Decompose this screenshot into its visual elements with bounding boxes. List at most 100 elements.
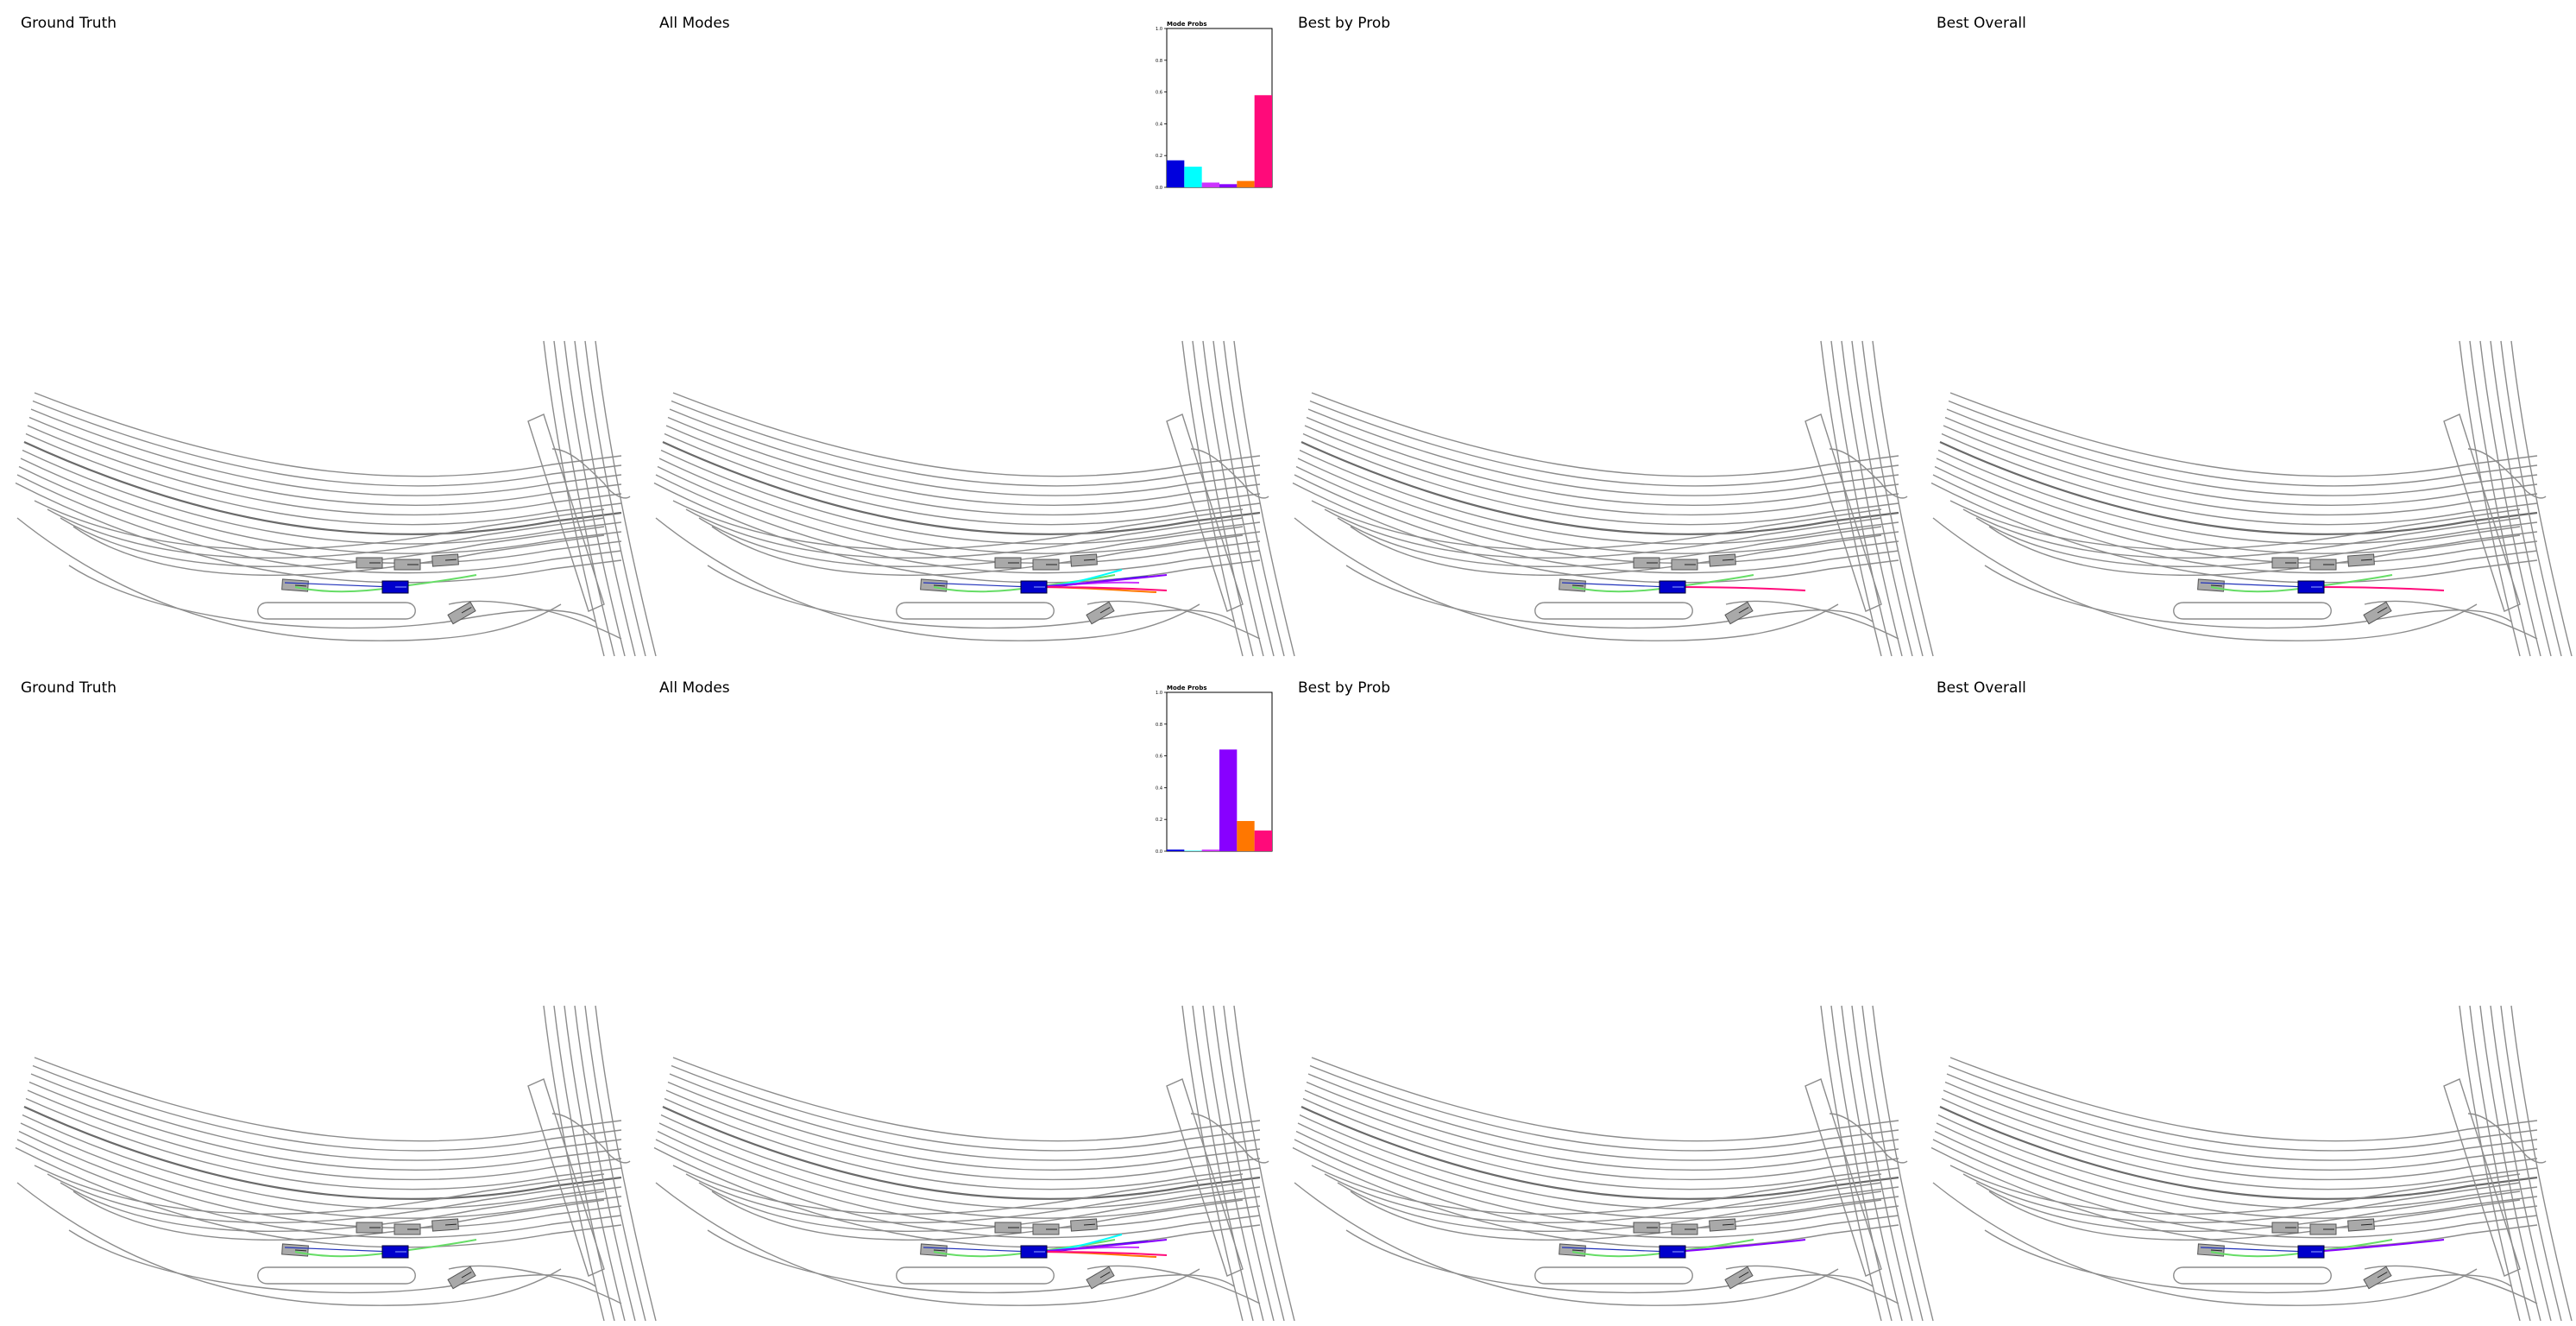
- bar-mode-1: [1184, 167, 1202, 187]
- lane-lines: [1930, 1005, 2573, 1322]
- agent-vehicle: [1633, 557, 1660, 569]
- predicted-mode-trajectory: [2314, 586, 2445, 591]
- panel-title: Best by Prob: [1298, 679, 1390, 697]
- lane-line: [553, 340, 615, 657]
- panels-layer: Ground Truth All Modes Best by Prob Best Ov…: [15, 15, 2573, 1322]
- lane-line: [1311, 500, 1882, 550]
- lane-line: [1345, 565, 1874, 629]
- lane-line: [18, 1130, 622, 1229]
- lane-line: [1295, 1130, 1899, 1229]
- lane-line: [2467, 1113, 2547, 1164]
- lane-line: [1943, 425, 2538, 516]
- predicted-mode-trajectory: [1675, 1239, 1806, 1253]
- history-trajectory: [284, 1247, 394, 1253]
- lane-line: [1941, 1097, 2538, 1190]
- agent-vehicle: [1671, 1223, 1698, 1235]
- lane-line: [18, 465, 622, 565]
- lane-line: [543, 1005, 605, 1322]
- bar-mode-5: [1254, 830, 1272, 851]
- lane-line: [551, 1113, 631, 1164]
- agent-vehicle: [2271, 1222, 2299, 1234]
- lane-line: [669, 408, 1261, 496]
- lane-line: [2510, 1005, 2573, 1322]
- lane-line: [2364, 600, 2538, 640]
- predicted-modes: [2314, 586, 2445, 591]
- charts-layer: Mode Probs 0.0 0.2 0.4 0.6 0.8 1.0 Mode Probs 0.…: [1156, 21, 1273, 855]
- lane-line: [28, 416, 622, 506]
- lane-line: [1975, 1182, 2521, 1233]
- lane-line: [1830, 1005, 1893, 1322]
- bar-mode-3: [1219, 184, 1238, 187]
- lane-line: [543, 340, 605, 657]
- predicted-modes: [1036, 1234, 1168, 1258]
- lane-line: [25, 433, 622, 526]
- y-tick-label: 0.8: [1156, 723, 1162, 728]
- lane-line: [68, 1229, 596, 1294]
- lane-line: [665, 1089, 1261, 1181]
- lane-line: [1934, 1130, 2538, 1229]
- panel-title: Ground Truth: [21, 15, 117, 32]
- lane-line: [1861, 1005, 1924, 1322]
- lane-line: [1086, 1265, 1261, 1304]
- y-tick-label: 0.2: [1156, 818, 1162, 823]
- lane-lines: [653, 340, 1295, 657]
- lane-line: [665, 425, 1261, 516]
- lane-line: [2469, 340, 2531, 657]
- agent-vehicle: [1724, 601, 1754, 625]
- agent-vehicle: [356, 1222, 383, 1234]
- lane-line: [16, 1139, 622, 1239]
- lane-line: [34, 1057, 622, 1142]
- history-trajectory: [2200, 1247, 2309, 1253]
- y-tick-label: 1.0: [1156, 27, 1162, 32]
- lane-line: [595, 340, 657, 657]
- lane-line: [671, 1064, 1261, 1152]
- lane-line: [660, 449, 1261, 545]
- chart-title: Mode Probs: [1167, 685, 1207, 691]
- lane-line: [1337, 1182, 1882, 1233]
- predicted-mode-trajectory: [1675, 586, 1806, 591]
- lane-line: [15, 1146, 622, 1248]
- agent-vehicle: [2363, 1266, 2392, 1290]
- y-tick-label: 0.4: [1156, 786, 1162, 791]
- lane-lines: [1930, 340, 2573, 657]
- panel-row1-all-modes: All Modes: [653, 15, 1295, 657]
- lane-line: [1192, 1005, 1254, 1322]
- lane-line: [1299, 1114, 1899, 1209]
- lane-line: [20, 1122, 622, 1219]
- chart-title: Mode Probs: [1167, 21, 1207, 28]
- lane-line: [2459, 1005, 2521, 1322]
- lane-line: [1345, 1229, 1874, 1294]
- lane-line: [1975, 517, 2521, 568]
- lane-line: [657, 1130, 1261, 1229]
- lane-line: [669, 1073, 1261, 1161]
- agent-vehicle: [1032, 1223, 1060, 1235]
- lane-line: [672, 1057, 1261, 1142]
- lane-line: [1944, 416, 2538, 506]
- lane-line: [1949, 392, 2538, 477]
- lane-line: [1932, 517, 2478, 641]
- lane-line: [1297, 458, 1899, 554]
- lane-line: [1949, 1165, 2521, 1215]
- lane-line: [584, 340, 646, 657]
- lane-line: [1304, 1089, 1899, 1181]
- lane-line: [1941, 433, 2538, 526]
- lane-line: [1302, 433, 1899, 526]
- lane-line: [1932, 1182, 2478, 1306]
- lane-line: [34, 392, 622, 477]
- lane-loop: [896, 1266, 1055, 1285]
- lane-line: [1294, 474, 1899, 574]
- y-tick-label: 0.4: [1156, 122, 1162, 127]
- history-trajectory: [284, 582, 394, 588]
- lane-line: [1820, 1005, 1882, 1322]
- agents: [2197, 553, 2392, 625]
- chart-frame: [1166, 28, 1273, 188]
- agent-vehicle: [2309, 1223, 2337, 1235]
- crosswalk: [2443, 414, 2521, 612]
- lane-line: [68, 565, 596, 629]
- lane-line: [2364, 1265, 2538, 1304]
- lane-line: [1190, 448, 1269, 499]
- lane-loop: [1534, 602, 1693, 620]
- crosswalk: [1166, 414, 1244, 612]
- lane-line: [1934, 465, 2538, 565]
- lane-line: [1311, 1165, 1882, 1215]
